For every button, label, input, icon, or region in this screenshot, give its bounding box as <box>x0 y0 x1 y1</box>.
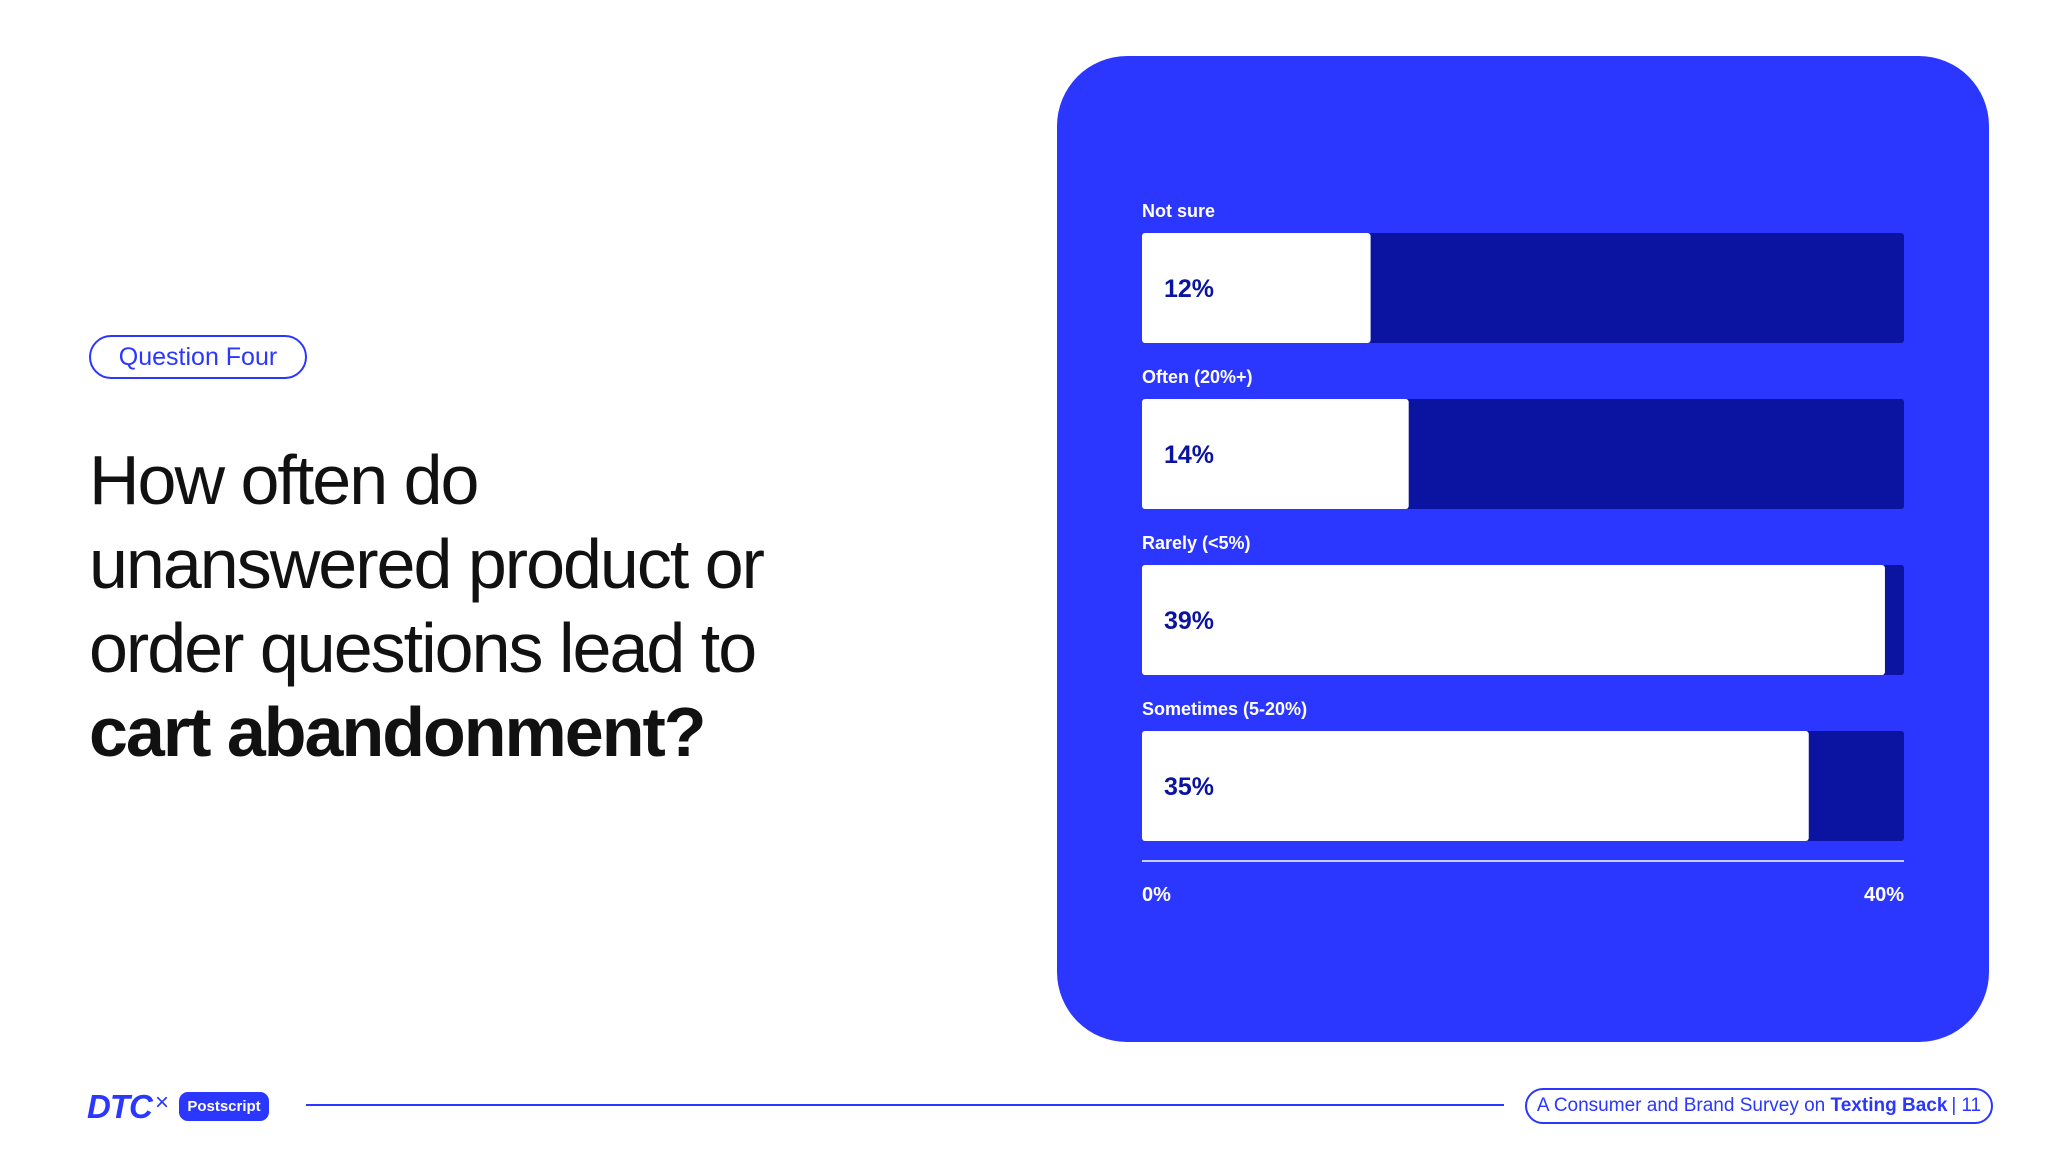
data-label: 14% <box>1164 441 1214 469</box>
title-line-bold: cart abandonment? <box>89 693 707 771</box>
category-label: Not sure <box>1142 201 1215 221</box>
postscript-logo: Postscript <box>179 1092 269 1121</box>
bar <box>1142 233 1371 343</box>
bar <box>1142 399 1409 509</box>
x-tick-label: 40% <box>1864 884 1904 906</box>
category-label: Sometimes (5-20%) <box>1142 699 1307 719</box>
footer-survey-badge: A Consumer and Brand Survey on Texting B… <box>1525 1088 1993 1124</box>
data-label: 35% <box>1164 773 1214 801</box>
question-badge: Question Four <box>89 335 307 379</box>
survey-title-bold: Texting Back <box>1830 1095 1948 1116</box>
title-line-3: order questions lead to <box>89 609 757 687</box>
bar <box>1142 565 1885 675</box>
dtc-logo: DTC <box>87 1088 153 1125</box>
title-line-2: unanswered product or <box>89 525 765 603</box>
category-label: Rarely (<5%) <box>1142 533 1251 553</box>
page-title: How often do unanswered product or order… <box>89 438 989 774</box>
title-line-1: How often do <box>89 441 479 519</box>
bar <box>1142 731 1809 841</box>
footer-divider <box>306 1104 1504 1106</box>
chart-panel: Not sure 12% Often (20%+) 14% Rarely (<5%) 39… <box>1057 56 1989 1042</box>
times-icon: × <box>155 1089 170 1116</box>
page-number: 11 <box>1961 1095 1982 1116</box>
x-tick-label: 0% <box>1142 884 1171 906</box>
category-label: Often (20%+) <box>1142 367 1253 387</box>
survey-title-prefix: A Consumer and Brand Survey on <box>1536 1095 1826 1116</box>
data-label: 39% <box>1164 607 1214 635</box>
data-label: 12% <box>1164 275 1214 303</box>
footer-separator: | <box>1951 1095 1957 1116</box>
bar-chart: Not sure 12% Often (20%+) 14% Rarely (<5%) 39… <box>1142 201 1904 906</box>
